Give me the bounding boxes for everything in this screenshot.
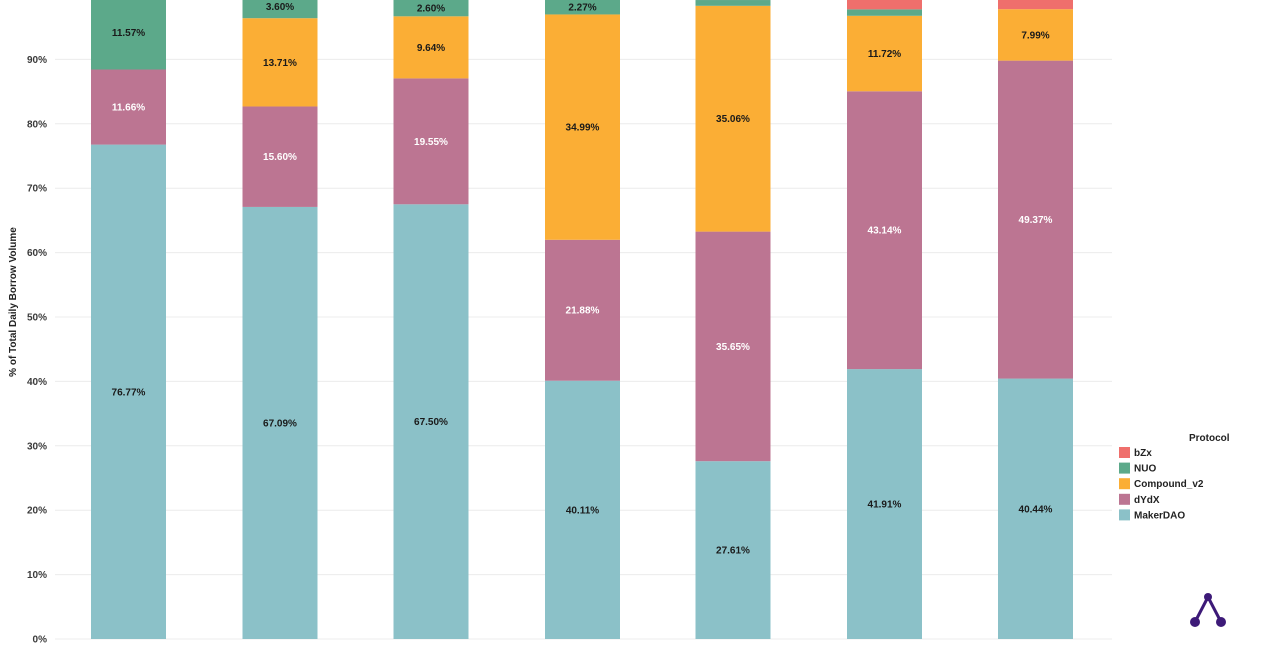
data-label: 41.91% <box>868 500 902 511</box>
data-label: 67.50% <box>414 417 448 428</box>
legend-entry: Compound_v2 <box>1134 479 1204 490</box>
bar-segment-dydx <box>242 106 318 207</box>
data-label: 49.37% <box>1019 215 1053 226</box>
legend-swatch <box>1119 493 1130 505</box>
data-label: 15.60% <box>263 152 297 163</box>
data-label: 27.61% <box>716 546 750 557</box>
legend-entry: dYdX <box>1134 495 1160 506</box>
bar-segment-dydx <box>998 60 1073 379</box>
alethio-logo-icon <box>1190 593 1226 627</box>
y-tick-label: 100% <box>21 0 47 2</box>
legend-swatch <box>1119 509 1130 521</box>
bar-segment-makerdao <box>545 380 620 639</box>
legend-entry: bZx <box>1134 448 1152 459</box>
bar-segment-makerdao <box>998 378 1073 639</box>
bar-segment-compound-v2 <box>695 5 771 232</box>
bar-segment-compound-v2 <box>242 18 318 107</box>
legend-swatch <box>1119 478 1130 490</box>
bar-segment-nuo <box>545 0 620 15</box>
data-label: 35.65% <box>716 342 750 353</box>
y-tick-label: 10% <box>27 570 47 581</box>
data-label: 76.77% <box>112 387 146 398</box>
data-label: 43.14% <box>868 226 902 237</box>
legend-swatch <box>1119 462 1130 474</box>
bar-segment-nuo <box>242 0 318 19</box>
y-tick-label: 70% <box>27 184 47 195</box>
y-axis-label: % of Total Daily Borrow Volume <box>8 227 19 377</box>
legend-title: Protocol <box>1189 433 1230 444</box>
bars <box>91 0 1073 640</box>
data-label: 7.99% <box>1021 30 1049 41</box>
data-label: 2.27% <box>568 3 596 14</box>
bar-segment-dydx <box>847 91 922 370</box>
legend-swatch <box>1119 447 1130 458</box>
bar-segment-dydx <box>545 239 620 381</box>
y-tick-label: 20% <box>27 506 47 517</box>
data-label: 19.55% <box>414 137 448 148</box>
bar-segment-compound-v2 <box>998 9 1073 61</box>
bar-segment-bzx <box>998 0 1073 10</box>
bar-segment-nuo <box>91 0 166 70</box>
bar-segment-makerdao <box>393 204 469 640</box>
data-label: 21.88% <box>566 306 600 317</box>
bar-segment-dydx <box>393 78 469 205</box>
data-label: 11.72% <box>868 49 901 60</box>
data-label: 11.66% <box>112 103 145 114</box>
data-label: 9.64% <box>417 43 445 54</box>
legend-entry: NUO <box>1134 464 1156 475</box>
y-axis-ticks: 0% 10% 20% 30% 40% 50% 60% 70% 80% 90% 100% <box>21 0 47 645</box>
data-label: 35.06% <box>716 114 750 125</box>
data-label: 34.99% <box>566 123 600 134</box>
bar-segment-compound-v2 <box>393 16 469 79</box>
legend-entry: MakerDAO <box>1134 510 1185 521</box>
data-label: 40.11% <box>566 505 599 516</box>
bar-segment-dydx <box>91 69 166 145</box>
bar-segment-nuo <box>847 9 922 16</box>
y-tick-label: 40% <box>27 377 47 388</box>
data-label: 3.60% <box>266 2 294 13</box>
y-tick-label: 0% <box>33 635 48 645</box>
bar-segment-makerdao <box>695 461 771 639</box>
bar-segment-dydx <box>695 231 771 462</box>
bar-segment-makerdao <box>242 206 318 639</box>
data-label: 40.44% <box>1019 504 1053 515</box>
y-tick-label: 90% <box>27 55 47 66</box>
data-label: 67.09% <box>263 418 297 429</box>
data-label: 11.57% <box>112 28 145 39</box>
legend: Protocol bZx NUO Compound_v2 dYdX MakerDAO <box>1119 433 1230 521</box>
data-label: 13.71% <box>263 58 297 69</box>
bar-segment-nuo <box>393 0 469 17</box>
y-tick-label: 60% <box>27 248 47 259</box>
bar-segment-bzx <box>847 0 922 10</box>
data-label: 2.60% <box>417 3 445 14</box>
y-tick-label: 80% <box>27 119 47 130</box>
y-tick-label: 50% <box>27 313 47 324</box>
segment-labels: 76.77% 11.66% 11.57% 67.09% 15.60% 13.71% 3.60… <box>112 2 1053 557</box>
bar-segment-nuo <box>695 0 771 6</box>
y-tick-label: 30% <box>27 441 47 452</box>
bar-segment-compound-v2 <box>847 15 922 92</box>
bar-segment-makerdao <box>91 144 166 639</box>
bar-segment-compound-v2 <box>545 14 620 240</box>
bar-segment-makerdao <box>847 369 922 639</box>
